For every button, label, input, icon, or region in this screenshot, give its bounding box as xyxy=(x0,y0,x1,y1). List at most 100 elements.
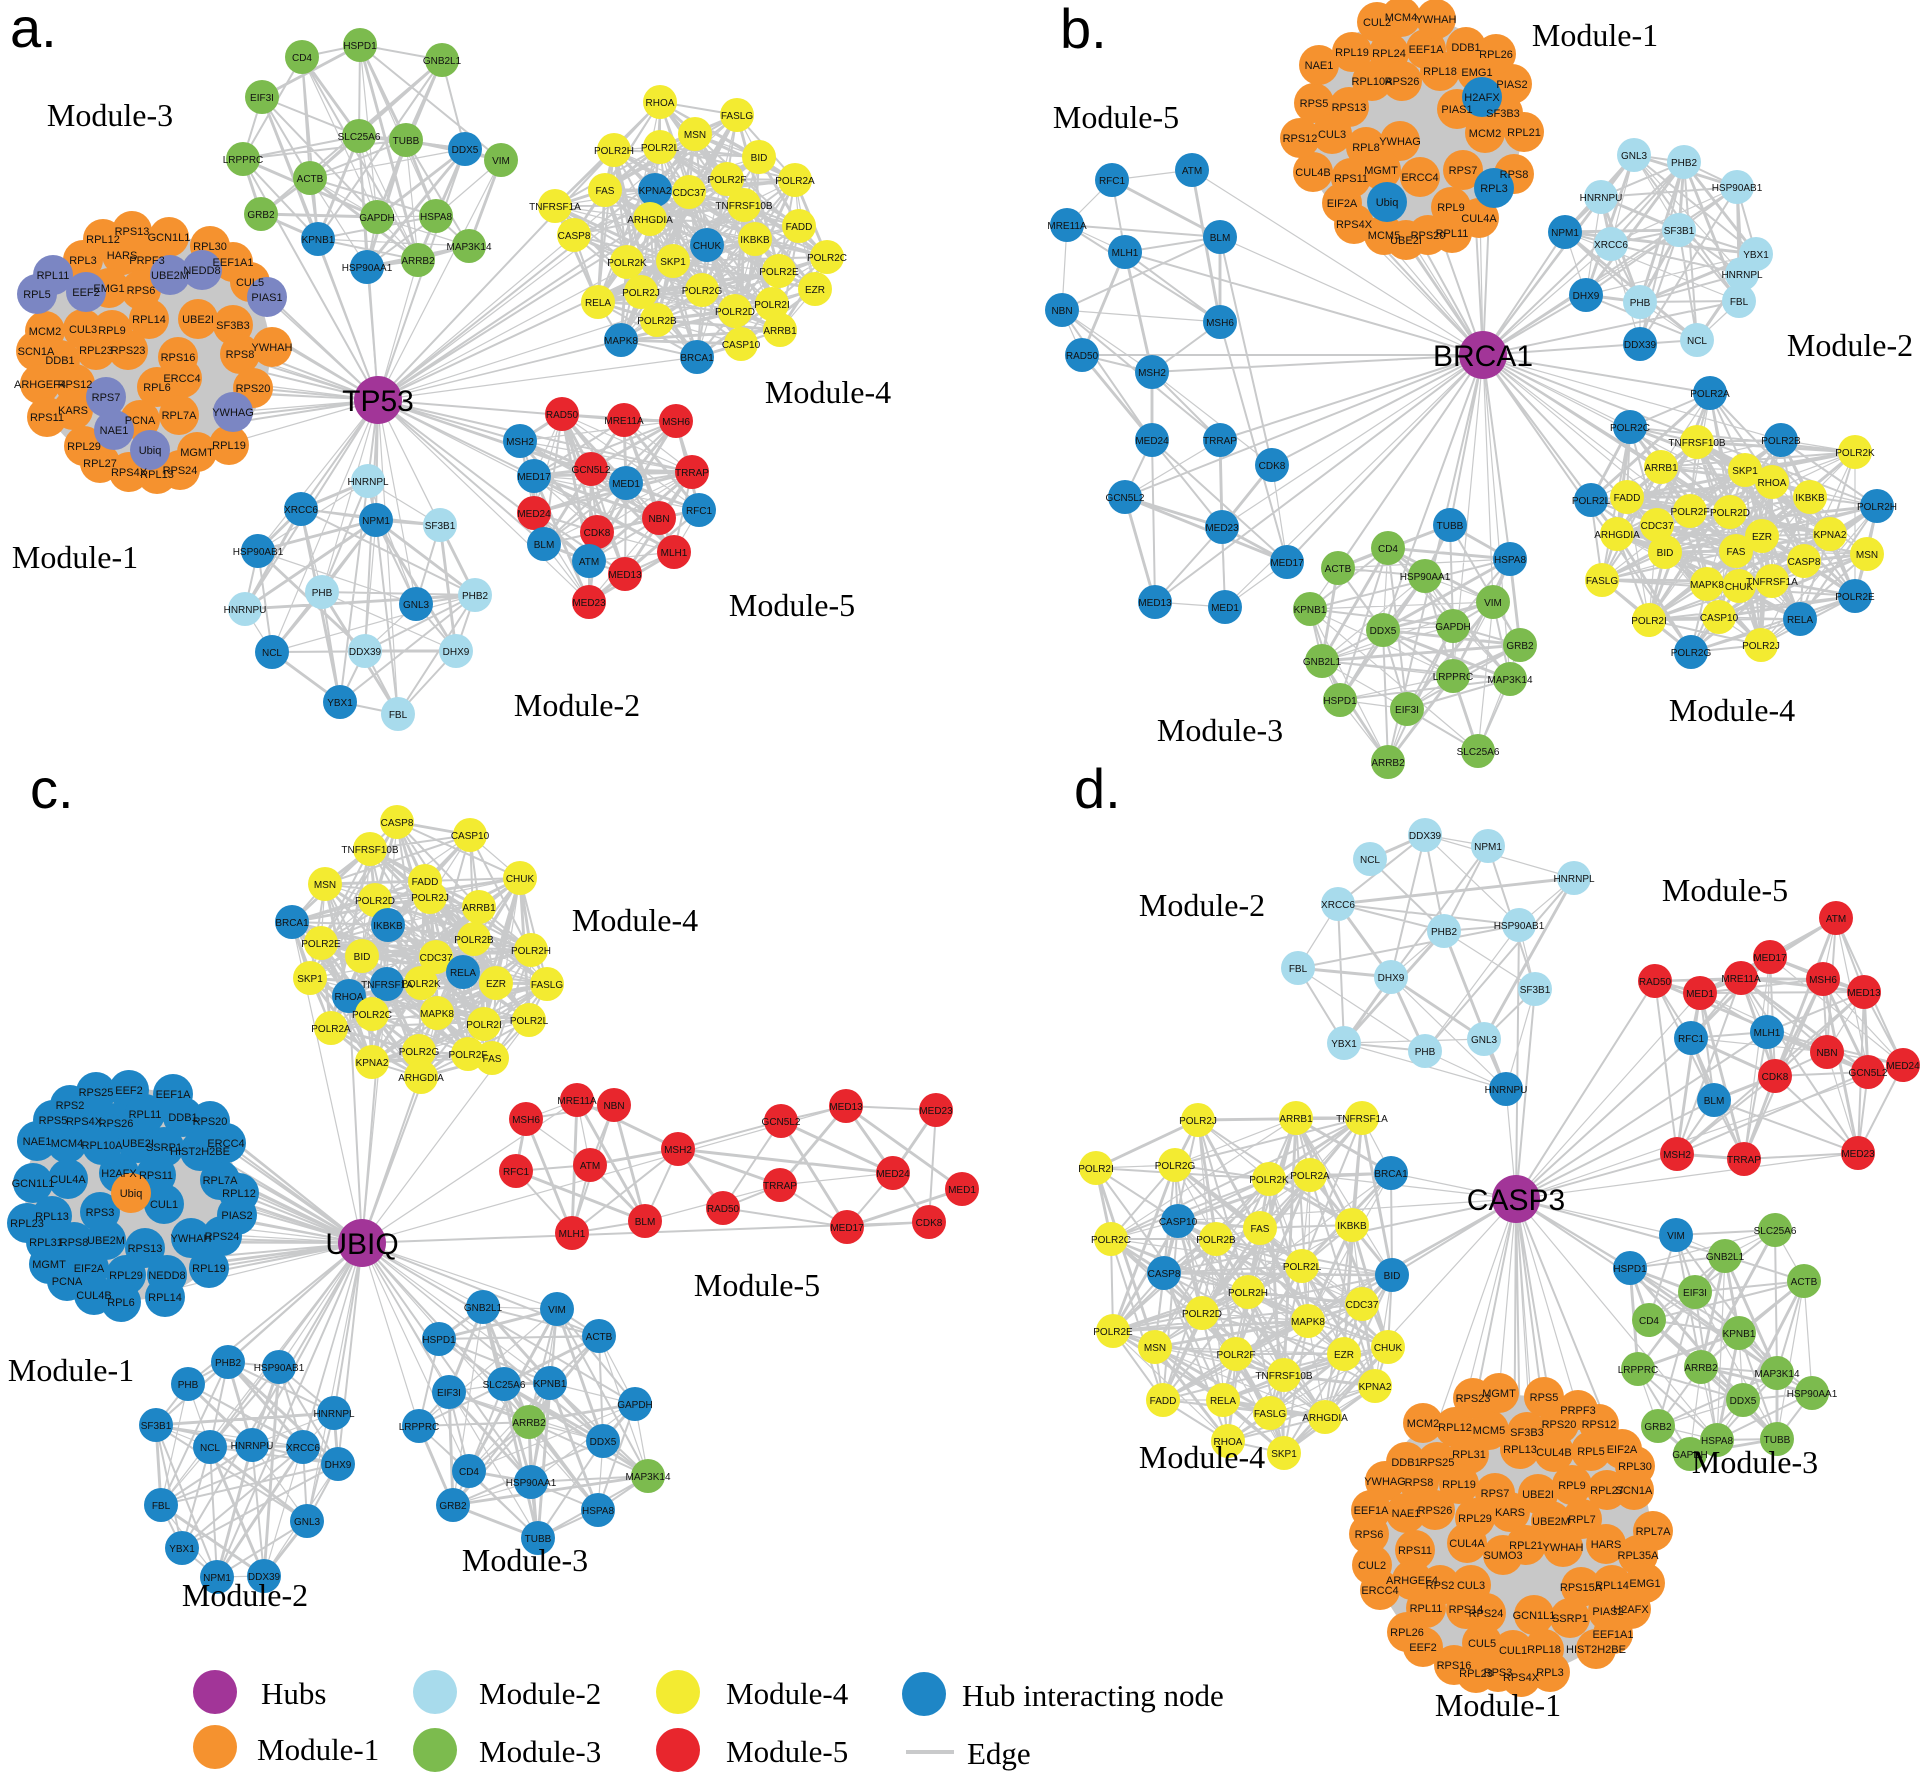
svg-text:RPS20: RPS20 xyxy=(1411,230,1446,242)
svg-text:GCN5L2: GCN5L2 xyxy=(572,465,611,476)
svg-text:POLR2L: POLR2L xyxy=(1572,496,1611,507)
svg-text:UBE2M: UBE2M xyxy=(1532,1516,1570,1528)
svg-text:EIF3I: EIF3I xyxy=(250,93,274,104)
svg-text:ARRB2: ARRB2 xyxy=(1371,758,1405,769)
svg-text:NBN: NBN xyxy=(1051,306,1072,317)
svg-text:MAP3K14: MAP3K14 xyxy=(1487,675,1532,686)
svg-text:SSRP1: SSRP1 xyxy=(146,1142,182,1154)
svg-text:ACTB: ACTB xyxy=(1325,564,1352,575)
svg-text:TRRAP: TRRAP xyxy=(1727,1155,1761,1166)
svg-text:MCM2: MCM2 xyxy=(29,326,61,338)
svg-text:YWHAG: YWHAG xyxy=(1379,136,1421,148)
svg-text:RPL26: RPL26 xyxy=(1390,1627,1424,1639)
svg-text:BID: BID xyxy=(751,153,768,164)
svg-text:RPL11: RPL11 xyxy=(1410,1603,1443,1615)
svg-text:CHUK: CHUK xyxy=(1725,582,1754,593)
svg-text:RPS16: RPS16 xyxy=(161,352,196,364)
svg-text:BLM: BLM xyxy=(1704,1096,1725,1107)
svg-text:Ubiq: Ubiq xyxy=(120,1188,143,1200)
svg-text:RPL7: RPL7 xyxy=(1568,1514,1596,1526)
svg-text:RPL35A: RPL35A xyxy=(1618,1550,1660,1562)
svg-text:ARHGDIA: ARHGDIA xyxy=(398,1073,444,1084)
svg-text:POLR2H: POLR2H xyxy=(594,146,634,157)
svg-text:SSRP1: SSRP1 xyxy=(1552,1613,1588,1625)
svg-text:POLR2G: POLR2G xyxy=(1671,648,1712,659)
svg-text:HSPA8: HSPA8 xyxy=(1494,555,1526,566)
svg-text:GRB2: GRB2 xyxy=(439,1501,467,1512)
svg-text:RPL19: RPL19 xyxy=(192,1263,226,1275)
svg-text:MGMT: MGMT xyxy=(1482,1388,1516,1400)
svg-text:EEF2: EEF2 xyxy=(72,287,100,299)
svg-text:TNFRSF10B: TNFRSF10B xyxy=(715,201,773,212)
svg-text:RPL29: RPL29 xyxy=(67,441,101,453)
svg-text:CD4: CD4 xyxy=(1378,544,1398,555)
svg-text:RPL31: RPL31 xyxy=(29,1237,63,1249)
svg-text:RPS12: RPS12 xyxy=(1283,133,1318,145)
svg-text:YBX1: YBX1 xyxy=(169,1544,195,1555)
svg-text:DDX39: DDX39 xyxy=(349,647,382,658)
svg-text:GCN1L1: GCN1L1 xyxy=(12,1178,55,1190)
svg-text:RPS12: RPS12 xyxy=(58,379,93,391)
svg-text:RPS26: RPS26 xyxy=(1418,1505,1453,1517)
svg-text:MED13: MED13 xyxy=(1138,598,1172,609)
svg-text:a.: a. xyxy=(10,0,57,59)
svg-text:RPS23: RPS23 xyxy=(1456,1393,1491,1405)
svg-text:Module-4: Module-4 xyxy=(726,1676,849,1711)
svg-text:ARRB1: ARRB1 xyxy=(1644,463,1678,474)
svg-text:Module-3: Module-3 xyxy=(479,1734,601,1769)
svg-text:ARHGDIA: ARHGDIA xyxy=(1594,530,1640,541)
svg-text:POLR2A: POLR2A xyxy=(1690,389,1730,400)
svg-text:KPNB1: KPNB1 xyxy=(534,1379,567,1390)
svg-text:Module-3: Module-3 xyxy=(47,97,173,133)
svg-text:RAD50: RAD50 xyxy=(1066,351,1099,362)
svg-text:RAD50: RAD50 xyxy=(1639,977,1672,988)
svg-text:ATM: ATM xyxy=(1182,166,1202,177)
svg-text:XRCC6: XRCC6 xyxy=(1594,240,1628,251)
svg-text:MLH1: MLH1 xyxy=(1112,248,1139,259)
svg-text:CASP8: CASP8 xyxy=(1788,557,1821,568)
svg-text:RPS16: RPS16 xyxy=(1437,1660,1472,1672)
svg-text:HSP90AA1: HSP90AA1 xyxy=(1787,1389,1838,1400)
svg-text:MED13: MED13 xyxy=(608,570,642,581)
svg-text:MED17: MED17 xyxy=(830,1223,864,1234)
svg-text:RELA: RELA xyxy=(450,968,476,979)
svg-text:Module-4: Module-4 xyxy=(572,902,698,938)
svg-text:SF3B3: SF3B3 xyxy=(1510,1427,1544,1439)
svg-text:RPS5: RPS5 xyxy=(39,1115,68,1127)
svg-text:CUL2: CUL2 xyxy=(1363,17,1391,29)
svg-text:POLR2H: POLR2H xyxy=(1228,1288,1268,1299)
svg-text:IKBKB: IKBKB xyxy=(1795,493,1825,504)
svg-text:ARRB2: ARRB2 xyxy=(512,1418,546,1429)
svg-text:PHB: PHB xyxy=(178,1380,199,1391)
svg-text:EIF3I: EIF3I xyxy=(1395,705,1419,716)
svg-text:ARRB2: ARRB2 xyxy=(401,256,435,267)
svg-text:RPS5: RPS5 xyxy=(1530,1392,1559,1404)
svg-text:Module-4: Module-4 xyxy=(1669,692,1795,728)
svg-text:RPS2: RPS2 xyxy=(56,1100,85,1112)
svg-text:H2AFX: H2AFX xyxy=(101,1168,137,1180)
svg-text:POLR2I: POLR2I xyxy=(754,300,790,311)
svg-text:PHB2: PHB2 xyxy=(1431,927,1458,938)
svg-text:FAS: FAS xyxy=(1251,1224,1270,1235)
svg-text:Module-4: Module-4 xyxy=(765,374,891,410)
svg-text:MED13: MED13 xyxy=(829,1102,863,1113)
svg-text:MCM5: MCM5 xyxy=(1368,230,1400,242)
svg-text:GRB2: GRB2 xyxy=(1506,641,1534,652)
svg-text:CUL4A: CUL4A xyxy=(1461,213,1497,225)
svg-text:EEF1A1: EEF1A1 xyxy=(213,257,254,269)
svg-text:NCL: NCL xyxy=(262,648,282,659)
svg-text:ARHGEF4: ARHGEF4 xyxy=(1386,1575,1438,1587)
svg-text:HSPA8: HSPA8 xyxy=(582,1506,614,1517)
svg-text:CHUK: CHUK xyxy=(506,874,535,885)
svg-text:RPL10A: RPL10A xyxy=(82,1140,124,1152)
svg-text:Module-1: Module-1 xyxy=(1435,1687,1561,1723)
svg-text:POLR2J: POLR2J xyxy=(411,893,449,904)
svg-text:CUL4A: CUL4A xyxy=(50,1174,86,1186)
svg-text:RELA: RELA xyxy=(1787,615,1813,626)
svg-text:MSH2: MSH2 xyxy=(1663,1150,1691,1161)
svg-text:MSH6: MSH6 xyxy=(512,1115,540,1126)
svg-text:ARRB1: ARRB1 xyxy=(1279,1114,1313,1125)
svg-text:CASP3: CASP3 xyxy=(1467,1184,1565,1217)
svg-text:MED1: MED1 xyxy=(948,1185,976,1196)
svg-text:MSN: MSN xyxy=(1856,550,1878,561)
